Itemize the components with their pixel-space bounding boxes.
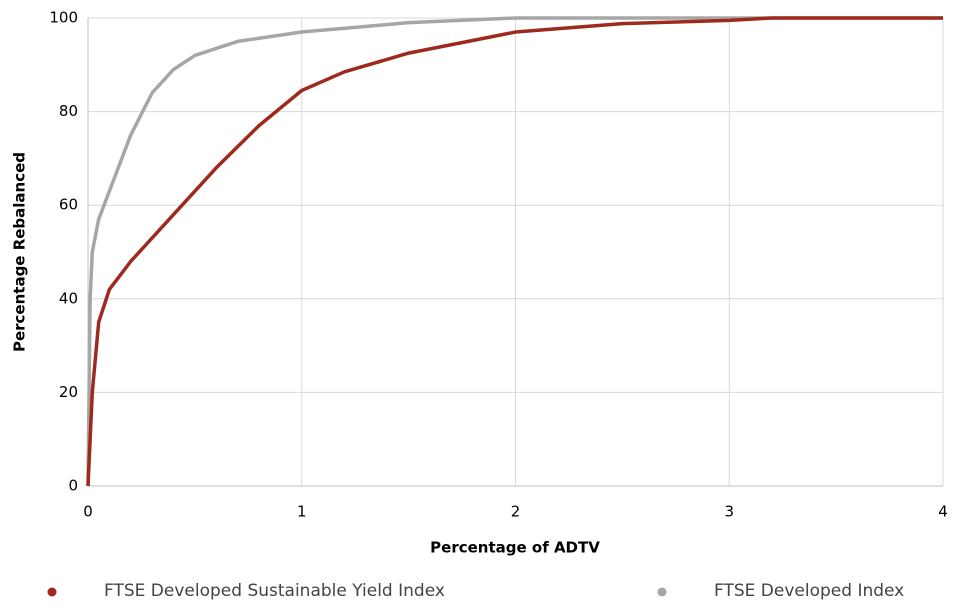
series-line	[86, 16, 943, 487]
legend-label: FTSE Developed Index	[714, 581, 904, 601]
x-tick-label: 1	[297, 503, 307, 521]
y-tick-label: 0	[68, 477, 78, 495]
y-tick-label: 40	[59, 289, 78, 307]
legend-label: FTSE Developed Sustainable Yield Index	[104, 581, 445, 601]
y-tick-label: 100	[49, 9, 78, 27]
x-axis-title: Percentage of ADTV	[430, 539, 600, 557]
series-line	[86, 16, 943, 487]
x-tick-label: 3	[724, 503, 734, 521]
x-tick-label: 0	[83, 503, 93, 521]
x-tick-label: 4	[938, 503, 948, 521]
y-tick-label: 60	[59, 196, 78, 214]
y-tick-label: 20	[59, 383, 78, 401]
legend-marker	[47, 587, 57, 597]
y-tick-label: 80	[59, 102, 78, 120]
x-tick-label: 2	[511, 503, 521, 521]
legend-marker	[657, 587, 667, 597]
y-axis-title: Percentage Rebalanced	[11, 152, 29, 352]
